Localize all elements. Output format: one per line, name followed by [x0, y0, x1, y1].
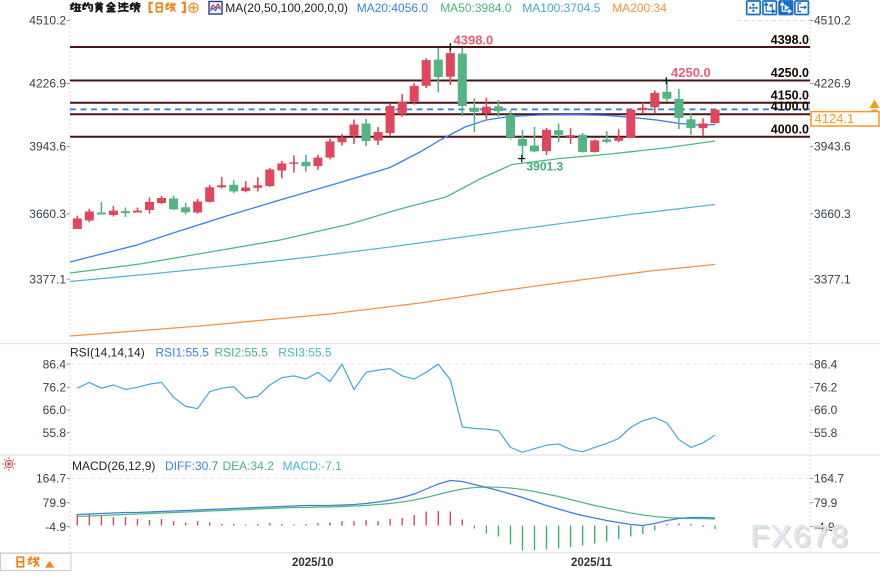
svg-text:66.0: 66.0 — [43, 403, 67, 417]
svg-text:MA20:4056.0: MA20:4056.0 — [357, 1, 429, 15]
svg-text:-4.9: -4.9 — [45, 520, 66, 534]
svg-text:4398.0: 4398.0 — [771, 33, 809, 47]
svg-text:RSI2:55.5: RSI2:55.5 — [215, 346, 269, 360]
svg-text:MA50:3984.0: MA50:3984.0 — [440, 1, 512, 15]
svg-text:4150.0: 4150.0 — [771, 89, 809, 103]
svg-text:4510.2: 4510.2 — [29, 14, 66, 28]
svg-text:MA200:34: MA200:34 — [612, 1, 667, 15]
svg-text:86.4: 86.4 — [43, 357, 67, 371]
svg-text:MA100:3704.5: MA100:3704.5 — [522, 1, 600, 15]
svg-text:DEA:34.2: DEA:34.2 — [223, 459, 275, 473]
svg-text:86.4: 86.4 — [814, 357, 838, 371]
svg-text:3377.1: 3377.1 — [29, 272, 66, 286]
svg-text:4100.0: 4100.0 — [771, 100, 809, 114]
svg-text:3943.6: 3943.6 — [814, 140, 851, 154]
svg-text:55.8: 55.8 — [814, 426, 838, 440]
svg-text:RSI(14,14,14): RSI(14,14,14) — [70, 346, 145, 360]
svg-text:RSI3:55.5: RSI3:55.5 — [278, 346, 332, 360]
svg-text:MACD(26,12,9): MACD(26,12,9) — [72, 459, 155, 473]
svg-text:4000.0: 4000.0 — [771, 123, 809, 137]
svg-text:4250.0: 4250.0 — [771, 66, 809, 80]
svg-text:RSI1:55.5: RSI1:55.5 — [156, 346, 210, 360]
svg-text:66.0: 66.0 — [814, 403, 838, 417]
svg-text:3660.3: 3660.3 — [29, 207, 66, 221]
svg-text:3901.3: 3901.3 — [527, 160, 564, 174]
svg-text:76.2: 76.2 — [43, 381, 67, 395]
svg-text:79.9: 79.9 — [43, 496, 67, 510]
svg-text:2025/11: 2025/11 — [571, 557, 613, 569]
svg-text:55.8: 55.8 — [43, 426, 67, 440]
svg-text:2025/10: 2025/10 — [292, 557, 334, 569]
svg-text:MA(20,50,100,200,0,0): MA(20,50,100,200,0,0) — [225, 1, 348, 15]
svg-text:3660.3: 3660.3 — [814, 207, 851, 221]
svg-text:4510.2: 4510.2 — [814, 14, 851, 28]
svg-text:MACD:-7.1: MACD:-7.1 — [283, 459, 343, 473]
svg-text:DIFF:30.7: DIFF:30.7 — [165, 459, 219, 473]
svg-text:4226.9: 4226.9 — [29, 77, 66, 91]
svg-text:164.7: 164.7 — [814, 472, 844, 486]
svg-text:4250.0: 4250.0 — [671, 65, 711, 80]
svg-text:-4.9: -4.9 — [814, 520, 835, 534]
svg-text:4226.9: 4226.9 — [814, 77, 851, 91]
svg-text:FX678: FX678 — [750, 518, 849, 553]
svg-text:4398.0: 4398.0 — [454, 33, 494, 48]
svg-text:3377.1: 3377.1 — [814, 272, 851, 286]
svg-text:76.2: 76.2 — [814, 381, 838, 395]
svg-text:164.7: 164.7 — [36, 472, 66, 486]
svg-text:FX678: FX678 — [752, 520, 851, 555]
svg-text:3943.6: 3943.6 — [29, 140, 66, 154]
svg-text:79.9: 79.9 — [814, 496, 838, 510]
svg-text:4124.1: 4124.1 — [815, 111, 855, 126]
